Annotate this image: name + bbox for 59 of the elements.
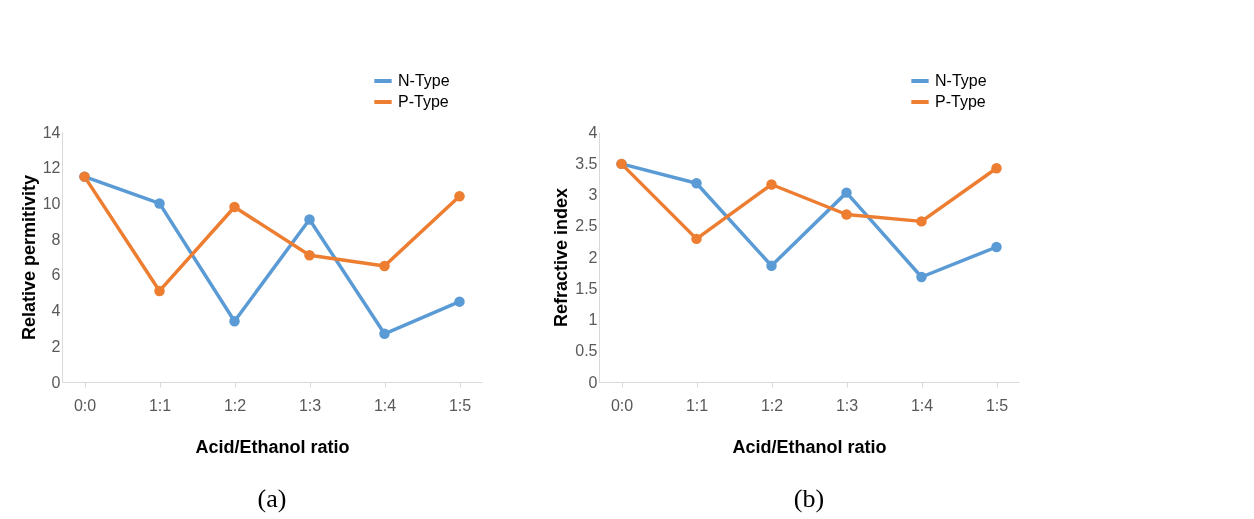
y-tick-label: 14: [42, 123, 61, 141]
point: [379, 328, 390, 340]
x-tick-label: 1:5: [985, 396, 1009, 414]
x-tick-label: 1:1: [148, 396, 172, 414]
y-tick-label: 2: [588, 248, 598, 266]
y-tick-label: 4: [588, 123, 598, 141]
x-tick-label: 1:4: [373, 396, 397, 414]
x-tick-label: 1:1: [685, 396, 709, 414]
point: [766, 179, 777, 190]
y-tick-label: 1: [588, 311, 598, 328]
y-tick-label: 0.5: [575, 342, 598, 360]
x-tick-label: 1:5: [448, 396, 472, 414]
y-axis-title: Refractive index: [551, 187, 572, 328]
legend-label: P-Type: [398, 93, 449, 110]
point: [229, 201, 240, 213]
point: [991, 163, 1002, 174]
y-tick-label: 2: [51, 337, 61, 355]
x-tick-label: 0:0: [73, 396, 97, 414]
legend-label: P-Type: [935, 93, 986, 110]
legend-label: N-Type: [935, 72, 987, 89]
y-axis-title: Relative permitivity: [18, 174, 39, 341]
point: [304, 214, 315, 225]
y-tick-label: 8: [51, 230, 61, 248]
y-tick-label: 3: [588, 186, 598, 203]
y-tick-label: 10: [42, 194, 61, 212]
point: [454, 191, 465, 202]
x-tick-label: 1:3: [835, 396, 859, 414]
x-tick-label: 1:2: [223, 396, 247, 414]
point: [154, 198, 165, 209]
x-tick-label: 1:4: [910, 396, 934, 414]
y-tick-label: 1.5: [575, 279, 598, 297]
text: (a): [257, 484, 287, 513]
x-tick-label: 1:3: [298, 396, 322, 414]
point: [691, 233, 702, 245]
point: [229, 316, 240, 327]
x-tick-label: 1:2: [760, 396, 784, 414]
x-axis-title: Acid/Ethanol ratio: [732, 436, 887, 457]
point: [766, 260, 777, 271]
y-tick-label: 4: [51, 302, 61, 320]
y-tick-label: 2.5: [575, 217, 598, 235]
text: (b): [793, 484, 825, 513]
legend-label: N-Type: [398, 72, 450, 89]
point: [154, 285, 165, 297]
y-tick-label: 6: [51, 266, 61, 284]
point: [991, 241, 1002, 253]
point: [691, 178, 702, 189]
point: [841, 187, 852, 198]
point: [454, 296, 465, 307]
y-tick-label: 3.5: [575, 154, 598, 172]
x-axis-title: Acid/Ethanol ratio: [195, 436, 350, 457]
point: [841, 209, 852, 220]
y-tick-label: 0: [51, 373, 61, 391]
point: [916, 216, 927, 227]
point: [304, 249, 315, 261]
point: [916, 271, 927, 283]
y-tick-label: 12: [42, 159, 61, 177]
point: [379, 260, 390, 272]
y-tick-label: 0: [588, 373, 598, 391]
x-tick-label: 0:0: [610, 396, 634, 414]
